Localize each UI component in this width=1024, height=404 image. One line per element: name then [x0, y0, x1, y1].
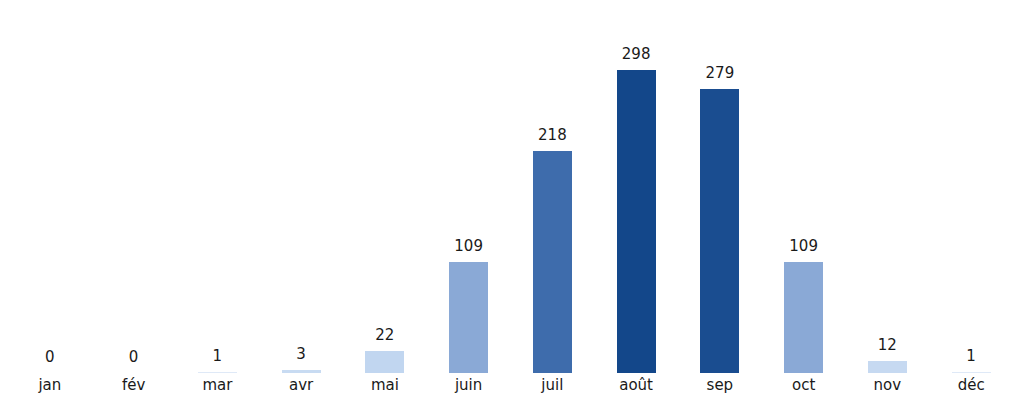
bar-août	[617, 70, 656, 373]
month-label: nov	[846, 378, 930, 393]
value-label: 218	[538, 128, 567, 143]
month-label: fév	[92, 378, 176, 393]
bar-oct	[784, 262, 823, 373]
bar-juil	[533, 151, 572, 373]
bar-chart-plot-area: 0 jan 0 fév 1 mar 3 avr 22 mai	[8, 0, 1013, 404]
value-label: 109	[454, 239, 483, 254]
bar-chart: 0 jan 0 fév 1 mar 3 avr 22 mai	[0, 0, 1024, 404]
bar-cell: 109	[762, 0, 846, 373]
bar-column-mar: 1 mar	[176, 0, 260, 404]
month-label: mai	[343, 378, 427, 393]
bar-mai	[365, 351, 404, 373]
bar-cell: 279	[678, 0, 762, 373]
month-label: juin	[427, 378, 511, 393]
bar-column-nov: 12 nov	[846, 0, 930, 404]
value-label: 0	[129, 350, 139, 365]
bar-cell: 218	[511, 0, 595, 373]
bar-column-avr: 3 avr	[259, 0, 343, 404]
month-label: avr	[259, 378, 343, 393]
bar-nov	[868, 361, 907, 373]
value-label: 298	[622, 47, 651, 62]
bar-column-sep: 279 sep	[678, 0, 762, 404]
bar-cell: 109	[427, 0, 511, 373]
bar-mar	[198, 372, 237, 373]
bar-column-fév: 0 fév	[92, 0, 176, 404]
value-label: 1	[213, 349, 223, 364]
bar-cell: 1	[176, 0, 260, 373]
month-label: déc	[929, 378, 1013, 393]
bar-cell: 0	[8, 0, 92, 373]
bar-column-jan: 0 jan	[8, 0, 92, 404]
bar-cell: 3	[259, 0, 343, 373]
bar-column-juin: 109 juin	[427, 0, 511, 404]
month-label: août	[594, 378, 678, 393]
value-label: 22	[375, 328, 394, 343]
month-label: sep	[678, 378, 762, 393]
bar-cell: 12	[846, 0, 930, 373]
value-label: 12	[878, 338, 897, 353]
bar-sep	[700, 89, 739, 373]
bar-cell: 22	[343, 0, 427, 373]
bar-déc	[952, 372, 991, 373]
bar-column-mai: 22 mai	[343, 0, 427, 404]
bar-cell: 298	[594, 0, 678, 373]
bar-cell: 1	[929, 0, 1013, 373]
value-label: 1	[966, 349, 976, 364]
bar-column-juil: 218 juil	[511, 0, 595, 404]
month-label: juil	[511, 378, 595, 393]
value-label: 279	[706, 66, 735, 81]
bar-avr	[282, 370, 321, 373]
bar-juin	[449, 262, 488, 373]
bar-column-oct: 109 oct	[762, 0, 846, 404]
value-label: 3	[296, 347, 306, 362]
bar-column-déc: 1 déc	[929, 0, 1013, 404]
month-label: jan	[8, 378, 92, 393]
value-label: 0	[45, 350, 55, 365]
value-label: 109	[789, 239, 818, 254]
bar-column-août: 298 août	[594, 0, 678, 404]
month-label: mar	[176, 378, 260, 393]
month-label: oct	[762, 378, 846, 393]
bar-cell: 0	[92, 0, 176, 373]
